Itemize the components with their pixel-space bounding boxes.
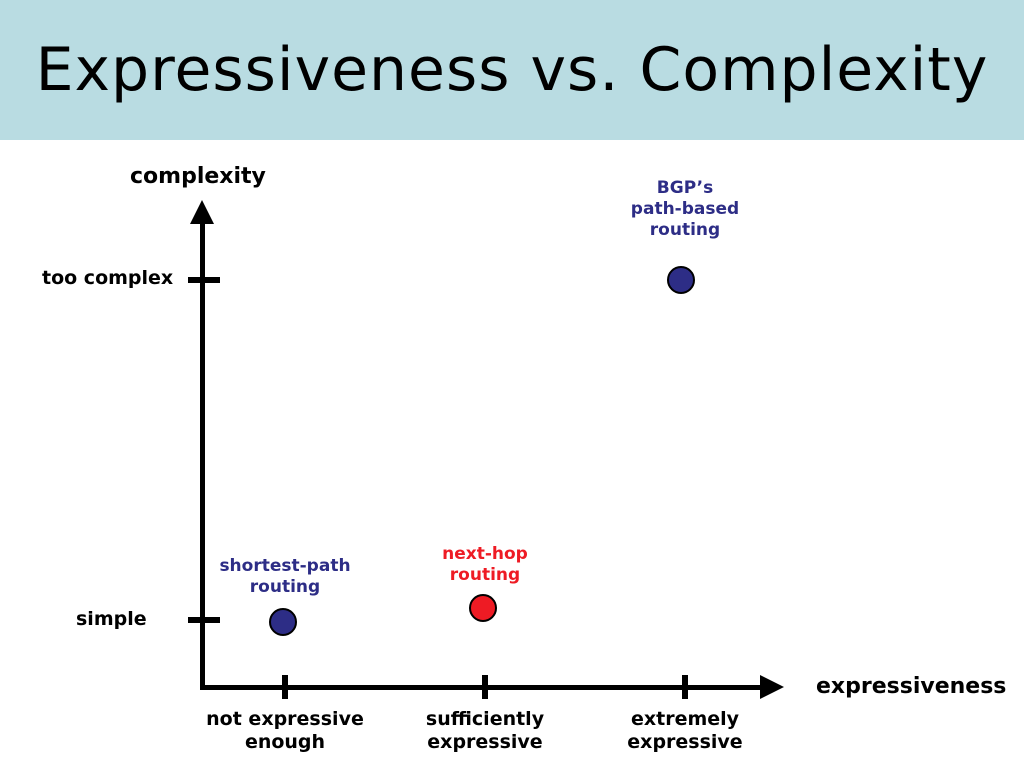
x-axis-line bbox=[200, 685, 762, 690]
x-tick-label-extremely: extremely expressive bbox=[627, 708, 743, 753]
x-tick-label-not-expressive: not expressive enough bbox=[206, 708, 364, 753]
y-tick-too-complex bbox=[188, 277, 220, 283]
y-tick-simple bbox=[188, 617, 220, 623]
y-tick-label-too-complex: too complex bbox=[42, 267, 174, 289]
y-tick-label-simple: simple bbox=[76, 608, 147, 630]
y-axis-title: complexity bbox=[130, 164, 266, 189]
x-tick-sufficiently bbox=[482, 675, 488, 699]
next-hop-point bbox=[469, 594, 497, 622]
x-tick-not-expressive bbox=[282, 675, 288, 699]
bgp-point bbox=[667, 266, 695, 294]
x-axis-title: expressiveness bbox=[816, 674, 1007, 699]
shortest-path-point bbox=[269, 608, 297, 636]
title-banner: Expressiveness vs. Complexity bbox=[0, 0, 1024, 140]
x-tick-extremely bbox=[682, 675, 688, 699]
y-axis-arrow-icon bbox=[190, 200, 214, 224]
slide-title: Expressiveness vs. Complexity bbox=[35, 35, 989, 105]
shortest-path-point-label: shortest-path routing bbox=[219, 556, 351, 597]
next-hop-point-label: next-hop routing bbox=[442, 544, 528, 585]
y-axis-line bbox=[200, 220, 205, 690]
bgp-point-label: BGP’s path-based routing bbox=[630, 178, 740, 240]
x-tick-label-sufficiently: sufficiently expressive bbox=[425, 708, 545, 753]
x-axis-arrow-icon bbox=[760, 675, 784, 699]
